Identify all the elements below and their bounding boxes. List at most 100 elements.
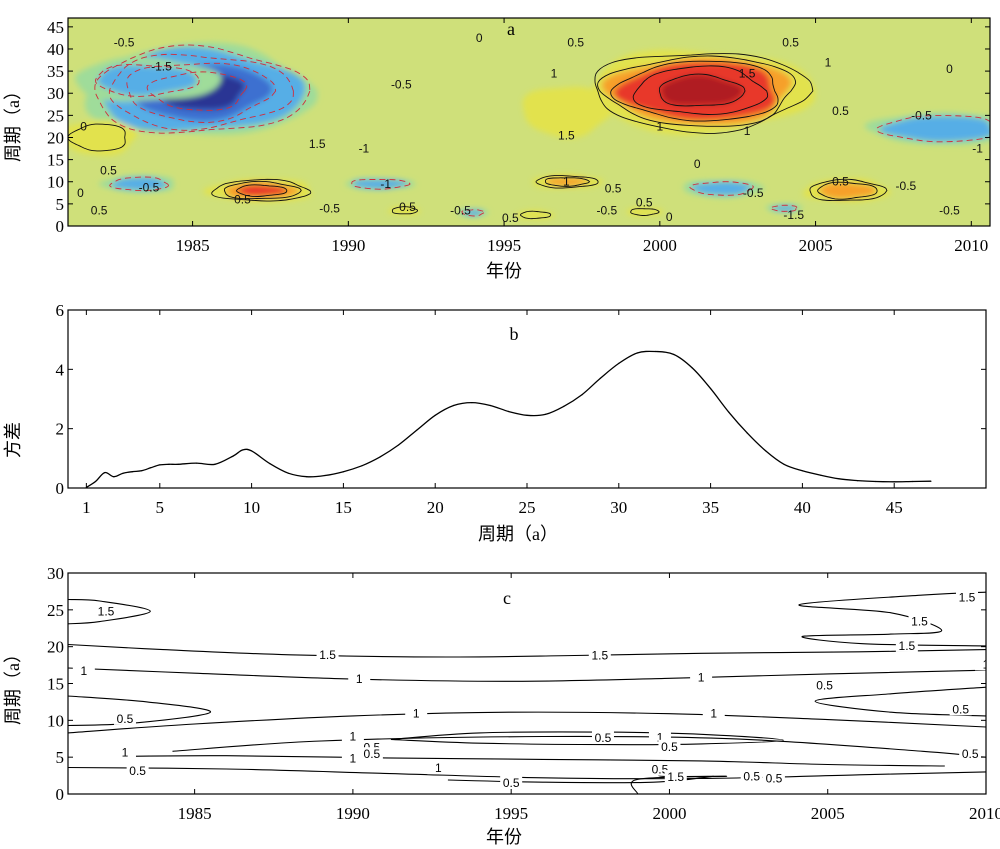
x-tick-label: 1990 (336, 804, 370, 823)
contour-label: -1 (380, 177, 391, 191)
y-tick-label: 15 (47, 151, 64, 170)
contour-line (68, 598, 151, 625)
plot-frame (67, 572, 987, 795)
data-point (195, 462, 198, 464)
heatmap-cell (97, 65, 197, 96)
contour-label-bg (113, 711, 136, 725)
contour-label: -0.5 (597, 204, 618, 218)
data-point (251, 450, 253, 452)
y-tick-label: 0 (56, 217, 65, 236)
contour-label: 0.5 (782, 35, 799, 49)
heatmap-cell (110, 177, 168, 191)
contour-label: 1 (350, 730, 357, 744)
contour-line (594, 53, 814, 134)
contour-label: 1 (435, 761, 442, 775)
y-tick-label: 0 (56, 479, 65, 498)
contour-label-bg (94, 604, 117, 618)
contour-line (817, 181, 878, 200)
contour-label: 0 (694, 157, 701, 171)
contour-line (630, 208, 660, 216)
heatmap-cell (818, 182, 876, 199)
contour-label: 1 (657, 730, 664, 744)
y-axis-label: 方差 (3, 422, 23, 458)
contour-label: 1.5 (899, 639, 916, 653)
x-tick-label: 1995 (494, 804, 528, 823)
contour-label-bg (113, 745, 136, 759)
x-tick-label: 2005 (799, 236, 833, 255)
contour-label: -0.5 (743, 186, 764, 200)
data-point (324, 474, 326, 477)
contour-label: 0.5 (816, 679, 833, 693)
x-tick-label: 5 (156, 498, 165, 517)
data-point (508, 410, 510, 413)
data-point (673, 353, 675, 356)
contour-label-bg (348, 672, 371, 686)
contour-label-bg (740, 769, 763, 783)
contour-label: 0.5 (117, 712, 134, 726)
contour-label-bg (664, 770, 687, 784)
contour-label: -1 (972, 142, 983, 156)
y-tick-label: 40 (47, 40, 64, 59)
x-tick-label: 15 (335, 498, 352, 517)
data-point (581, 394, 583, 396)
y-tick-label: 25 (47, 601, 64, 620)
y-tick-label: 30 (47, 564, 64, 583)
x-tick-label: 2005 (811, 804, 845, 823)
contour-label-bg (895, 638, 918, 652)
data-point (159, 464, 161, 466)
contour-line (118, 755, 945, 767)
x-tick-label: 1990 (331, 236, 365, 255)
panel-label-b: b (510, 324, 519, 344)
contour-label: 1 (80, 664, 87, 678)
x-tick-label: 20 (427, 498, 444, 517)
x-axis-label: 年份 (486, 261, 522, 281)
contour-label: -0.5 (896, 179, 917, 193)
y-tick-label: 10 (47, 711, 64, 730)
contour-label: 1.5 (739, 66, 756, 80)
contour-label: 0.5 (91, 204, 108, 218)
data-point (232, 455, 234, 457)
data-point (691, 367, 693, 369)
x-tick-label: 1 (82, 498, 91, 517)
data-point (269, 463, 271, 465)
contour-label: 0.5 (502, 211, 519, 225)
data-point (544, 413, 547, 415)
contour-label: 0.5 (595, 731, 612, 745)
contour-label: 1 (413, 707, 420, 721)
contour-label: 0.5 (364, 747, 381, 761)
contour-label: 0.5 (952, 702, 969, 716)
heatmap-cell (69, 124, 125, 151)
contour-label-bg (500, 775, 523, 789)
data-point (140, 470, 142, 472)
heatmap-cell (462, 209, 484, 216)
x-axis-label: 年份 (486, 827, 522, 847)
data-point (893, 481, 895, 483)
contour-line (689, 181, 754, 196)
y-tick-label: 45 (47, 18, 64, 37)
contour-label: 0.5 (962, 747, 979, 761)
contour-label-bg (956, 590, 979, 604)
contour-label: 1.5 (319, 648, 336, 662)
contour-label-bg (316, 647, 339, 661)
data-point (342, 471, 344, 473)
contour-line (814, 686, 986, 717)
data-point (361, 465, 363, 467)
y-tick-label: 0 (56, 785, 65, 804)
contour-label: -0.5 (939, 204, 960, 218)
data-point (838, 478, 840, 480)
data-point (710, 388, 712, 390)
contour-label: -1.5 (783, 208, 804, 222)
contour-label-bg (813, 678, 836, 692)
contour-label: 1 (744, 124, 751, 138)
data-point (122, 472, 124, 474)
data-point (241, 449, 243, 451)
contour-line (68, 667, 986, 682)
y-tick-label: 20 (47, 638, 64, 657)
data-point (856, 480, 859, 482)
contour-line (68, 711, 986, 734)
y-tick-label: 35 (47, 62, 64, 81)
contour-label: 0.5 (766, 772, 783, 786)
heatmap-cell (352, 179, 409, 190)
contour-label: 0.5 (129, 764, 146, 778)
x-tick-label: 2000 (643, 236, 677, 255)
